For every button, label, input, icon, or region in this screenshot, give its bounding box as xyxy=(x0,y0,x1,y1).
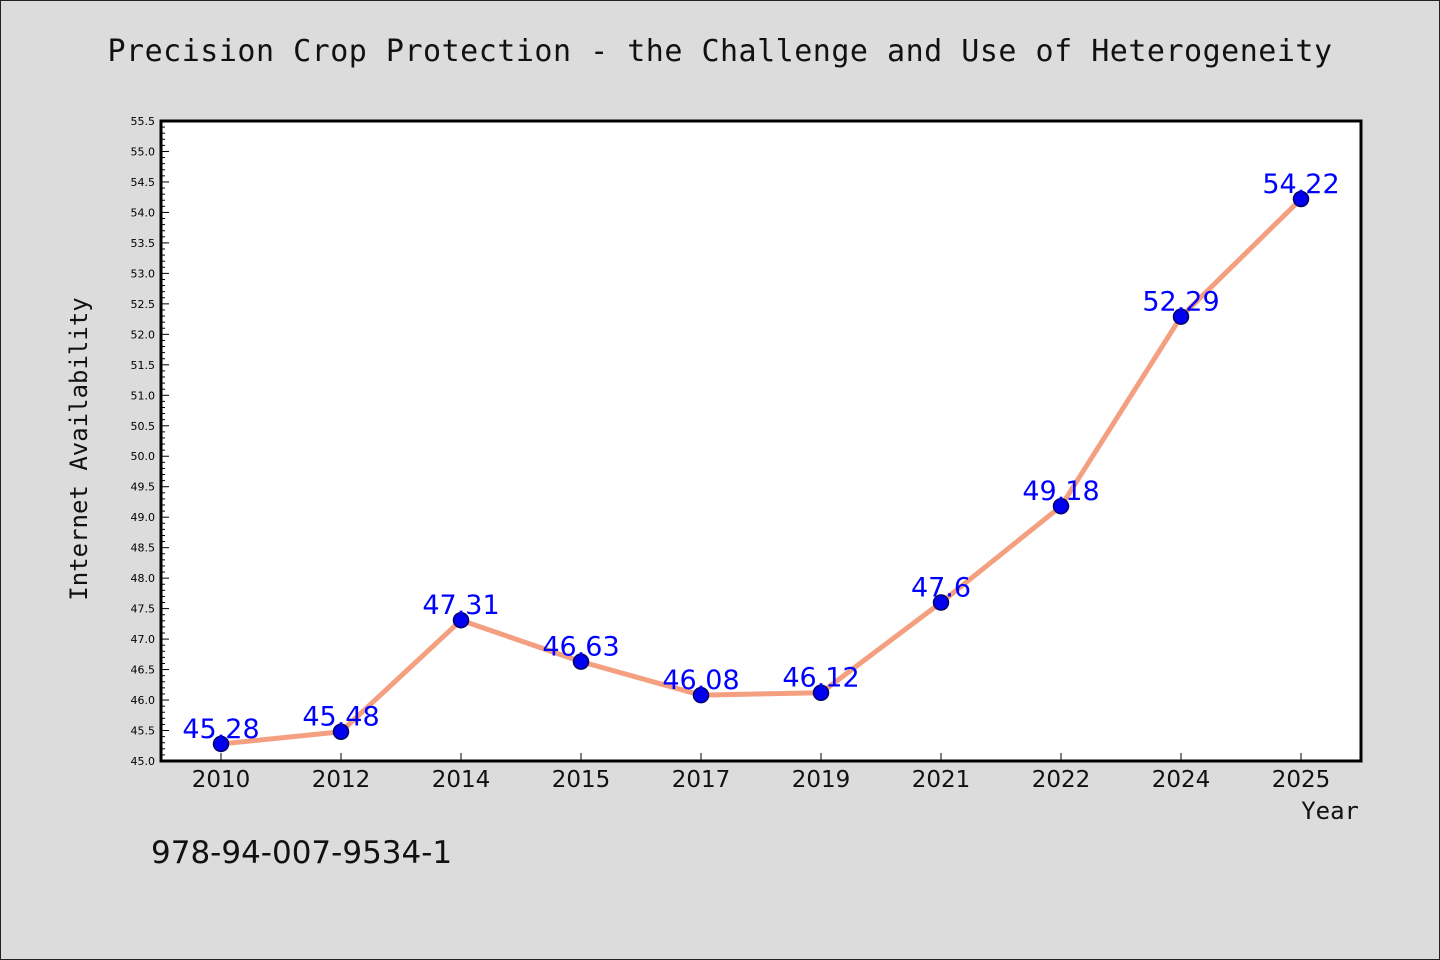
data-point xyxy=(332,723,350,740)
y-axis-label: Internet Availability xyxy=(65,297,93,601)
x-tick-label: 2010 xyxy=(192,767,251,793)
data-labels-group: 45.28 45.48 47.31 46.63 46.08 46.12 47.6 49.18 5… xyxy=(182,169,1339,745)
y-tick-label: 47.5 xyxy=(131,603,156,616)
data-label: 52.29 xyxy=(1142,287,1219,318)
data-label: 46.63 xyxy=(542,632,619,663)
data-point xyxy=(932,594,950,611)
y-tick-label: 52.5 xyxy=(131,298,156,311)
data-point xyxy=(692,686,710,704)
x-tick-label: 2022 xyxy=(1032,767,1091,793)
y-tick-label: 52.0 xyxy=(131,328,156,341)
data-point xyxy=(1052,497,1070,515)
data-point xyxy=(812,684,830,701)
y-tick-label: 45.0 xyxy=(131,755,156,768)
series-line-group xyxy=(220,197,1303,747)
y-tick-label: 50.0 xyxy=(131,450,156,463)
series-line xyxy=(220,197,1303,747)
plot-area xyxy=(159,119,1363,763)
x-tick-label: 2025 xyxy=(1272,767,1331,793)
data-point xyxy=(452,611,470,629)
data-point xyxy=(572,653,590,670)
y-tick-label: 46.5 xyxy=(131,664,156,677)
y-tick-label: 51.0 xyxy=(131,389,156,402)
y-tick-label: 51.5 xyxy=(131,359,156,372)
y-tick-label: 45.5 xyxy=(131,725,156,738)
x-tick-label: 2019 xyxy=(792,767,851,793)
x-tick-label: 2015 xyxy=(552,767,611,793)
x-tick-label: 2012 xyxy=(312,767,371,793)
isbn-text: 978-94-007-9534-1 xyxy=(151,835,453,871)
y-tick-label: 50.5 xyxy=(131,420,156,433)
data-label: 46.12 xyxy=(782,663,859,694)
y-tick-label: 49.5 xyxy=(131,481,156,494)
y-tick-label: 47.0 xyxy=(131,633,156,646)
data-label: 47.6 xyxy=(911,573,971,604)
x-axis-label: Year xyxy=(1301,797,1359,825)
chart-title: Precision Crop Protection - the Challeng… xyxy=(107,34,1333,69)
y-tick-label: 46.0 xyxy=(131,694,156,707)
x-axis: 2010 2012 2014 2015 2017 2019 2021 2022 2024 2025 xyxy=(192,753,1331,793)
y-axis: 45.0 45.5 46.0 46.5 47.0 47.5 48.0 48.5 49.0 49.5… xyxy=(131,115,169,768)
x-tick-label: 2017 xyxy=(672,767,731,793)
y-tick-label: 54.5 xyxy=(131,176,156,189)
data-label: 47.31 xyxy=(422,590,499,621)
data-label: 45.28 xyxy=(182,714,259,745)
y-tick-label: 55.0 xyxy=(131,145,156,158)
data-label: 49.18 xyxy=(1022,476,1099,507)
data-label: 45.48 xyxy=(302,702,379,733)
data-point xyxy=(1172,308,1190,325)
y-tick-label: 54.0 xyxy=(131,206,156,219)
x-tick-label: 2021 xyxy=(912,767,971,793)
y-tick-label: 53.5 xyxy=(131,237,156,250)
y-tick-label: 48.5 xyxy=(131,542,156,555)
data-label: 46.08 xyxy=(662,665,739,696)
x-tick-label: 2014 xyxy=(432,767,491,793)
data-label: 54.22 xyxy=(1262,169,1339,200)
y-tick-label: 55.5 xyxy=(131,115,156,128)
markers-group xyxy=(212,190,1310,753)
y-tick-label: 53.0 xyxy=(131,267,156,280)
y-tick-label: 48.0 xyxy=(131,572,156,585)
data-point xyxy=(212,735,230,753)
data-point xyxy=(1292,190,1310,208)
x-tick-label: 2024 xyxy=(1152,767,1211,793)
y-tick-label: 49.0 xyxy=(131,511,156,524)
